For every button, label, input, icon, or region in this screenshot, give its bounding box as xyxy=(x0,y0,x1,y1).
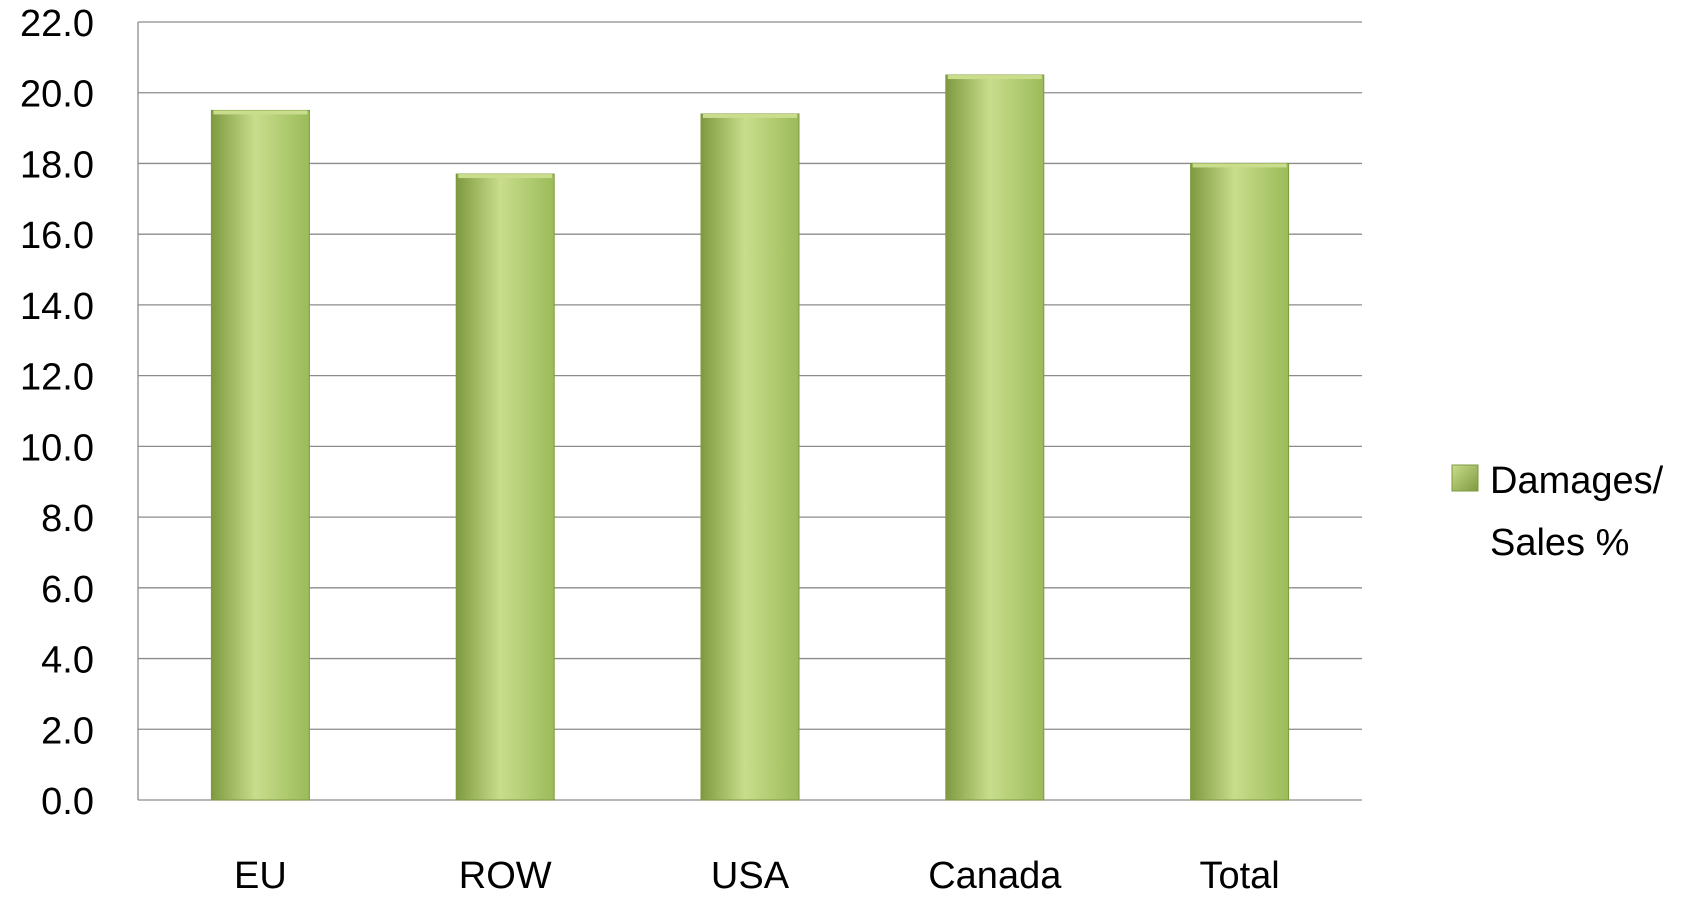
bar-total xyxy=(1190,162,1290,801)
y-axis-ticks: 0.0 2.0 4.0 6.0 8.0 10.0 12.0 14.0 16.0 18.0 20.0 2… xyxy=(20,3,94,823)
bar-cap xyxy=(947,75,1042,80)
bar-cap xyxy=(703,113,797,118)
x-tick-label: EU xyxy=(234,855,287,893)
y-tick-label: 8.0 xyxy=(41,498,94,540)
bars xyxy=(210,74,1290,801)
y-tick-label: 18.0 xyxy=(20,144,94,186)
y-tick-label: 12.0 xyxy=(20,357,94,399)
y-tick-label: 14.0 xyxy=(20,286,94,328)
legend-label-line-1: Damages/ xyxy=(1490,460,1664,502)
x-tick-label: Total xyxy=(1199,855,1279,893)
x-tick-label: Canada xyxy=(928,855,1062,893)
y-tick-label: 10.0 xyxy=(20,427,94,469)
y-tick-label: 22.0 xyxy=(20,3,94,45)
bar-row xyxy=(455,173,555,801)
bar-usa xyxy=(700,113,800,801)
x-tick-label: ROW xyxy=(459,855,552,893)
x-tick-label: USA xyxy=(711,855,790,893)
y-tick-label: 16.0 xyxy=(20,215,94,257)
legend-swatch xyxy=(1451,464,1479,492)
bar-canada xyxy=(945,74,1045,801)
bar-cap xyxy=(458,174,553,179)
bar-cap xyxy=(1192,163,1287,168)
bar-eu xyxy=(210,109,310,801)
legend: Damages/ Sales % xyxy=(1451,460,1664,564)
y-tick-label: 4.0 xyxy=(41,640,94,682)
y-tick-label: 6.0 xyxy=(41,569,94,611)
y-tick-label: 0.0 xyxy=(41,781,94,823)
x-axis-ticks: EU ROW USA Canada Total xyxy=(234,855,1280,897)
bar-cap xyxy=(213,110,308,115)
y-tick-label: 20.0 xyxy=(20,74,94,116)
legend-label-line-2: Sales % xyxy=(1490,522,1629,564)
y-tick-label: 2.0 xyxy=(41,710,94,752)
